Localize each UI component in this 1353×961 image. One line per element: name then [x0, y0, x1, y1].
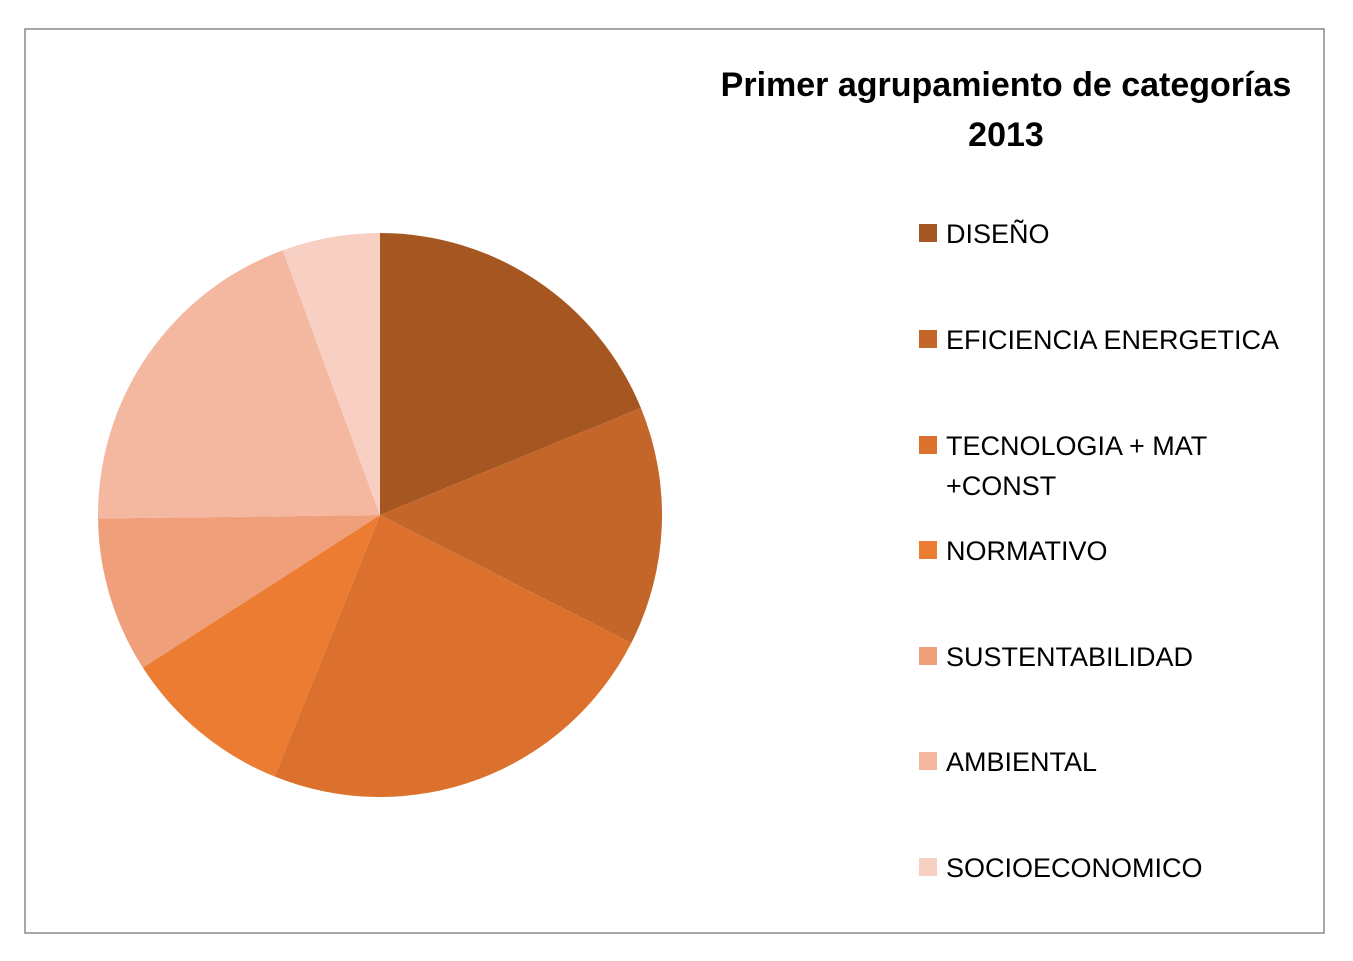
pie-slice-6	[282, 233, 380, 515]
legend-item: SUSTENTABILIDAD	[919, 642, 1193, 672]
legend-item: DISEÑO	[919, 218, 1050, 249]
legend-swatch	[919, 647, 937, 665]
pie-slice-2	[274, 515, 632, 797]
legend-swatch	[919, 436, 937, 454]
legend: DISEÑO EFICIENCIA ENERGETICA TECNOLOGIA + …	[919, 218, 1279, 883]
legend-swatch	[919, 541, 937, 559]
legend-item: SOCIOECONOMICO	[919, 853, 1203, 883]
legend-label: SOCIOECONOMICO	[946, 853, 1203, 883]
pie-slice-1	[380, 407, 662, 644]
legend-label: +CONST	[946, 471, 1056, 501]
chart-title: Primer agrupamiento de categorías	[721, 66, 1292, 104]
pie-slice-3	[142, 515, 380, 777]
pie-slice-4	[98, 515, 380, 668]
legend-label: AMBIENTAL	[946, 747, 1097, 777]
legend-label: SUSTENTABILIDAD	[946, 642, 1193, 672]
chart-subtitle: 2013	[968, 116, 1044, 154]
legend-label: DISEÑO	[946, 218, 1050, 249]
pie-slices	[98, 233, 662, 797]
pie-slice-5	[98, 250, 380, 519]
legend-swatch	[919, 858, 937, 876]
legend-item: EFICIENCIA ENERGETICA	[919, 325, 1279, 355]
pie-slice-0	[380, 233, 641, 515]
legend-label: EFICIENCIA ENERGETICA	[946, 325, 1279, 355]
legend-swatch	[919, 330, 937, 348]
legend-label: TECNOLOGIA + MAT	[946, 431, 1207, 461]
legend-item: TECNOLOGIA + MAT +CONST	[919, 431, 1207, 501]
legend-item: AMBIENTAL	[919, 747, 1097, 777]
legend-swatch	[919, 752, 937, 770]
legend-item: NORMATIVO	[919, 536, 1108, 566]
legend-label: NORMATIVO	[946, 536, 1108, 566]
legend-swatch	[919, 224, 937, 242]
